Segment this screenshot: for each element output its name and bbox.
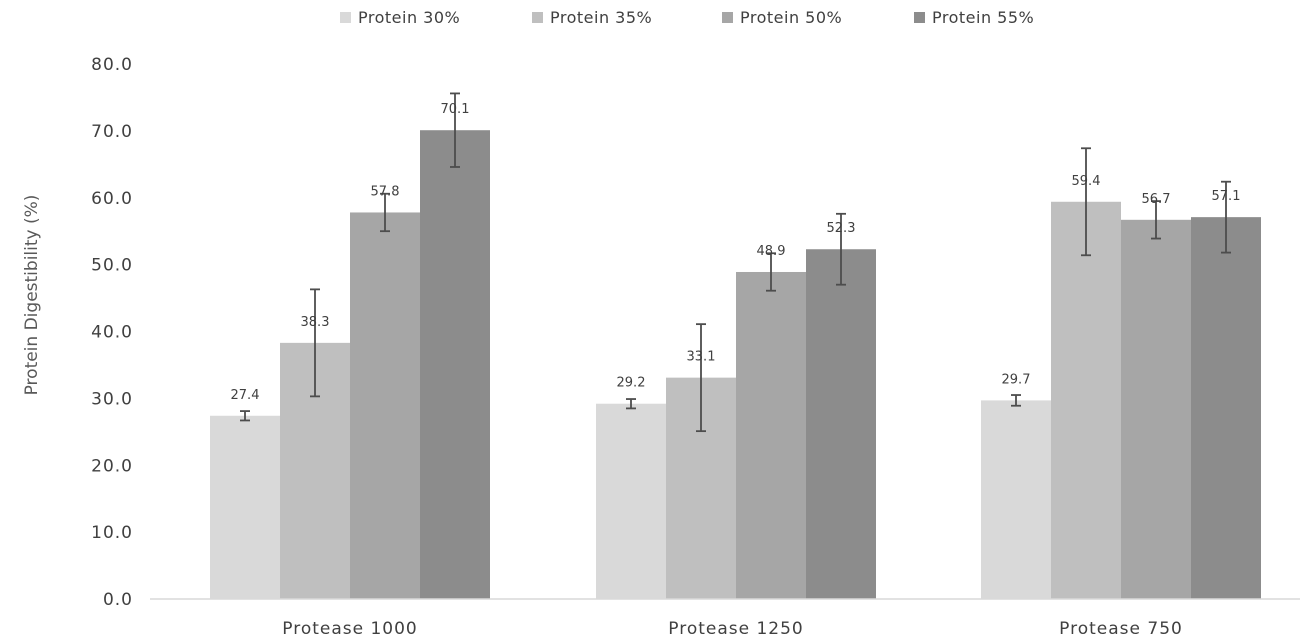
bar xyxy=(350,212,420,599)
y-tick-label: 20.0 xyxy=(91,456,133,476)
data-label: 48.9 xyxy=(757,244,786,259)
y-axis: 0.0 10.0 20.0 30.0 40.0 50.0 60.0 70.0 80.0 xyxy=(91,55,133,610)
legend-swatch xyxy=(532,12,543,23)
legend-swatch xyxy=(722,12,733,23)
bar xyxy=(210,415,280,599)
legend-swatch xyxy=(340,12,351,23)
bar xyxy=(420,130,490,600)
data-label: 57.1 xyxy=(1212,189,1241,204)
bar-series: 27.4 38.3 57.8 70.1 29.2 33.1 48.9 52.3 29.7 59.4… xyxy=(210,92,1261,600)
bar xyxy=(981,400,1051,599)
y-tick-label: 10.0 xyxy=(91,523,133,543)
y-tick-label: 40.0 xyxy=(91,323,133,343)
bar xyxy=(736,271,806,599)
bar xyxy=(1121,219,1191,599)
legend-swatch xyxy=(914,12,925,23)
y-tick-label: 0.0 xyxy=(103,590,133,610)
y-axis-title: Protein Digestibility (%) xyxy=(22,195,42,396)
x-tick-label: Protease 1250 xyxy=(668,619,804,639)
legend-label: Protein 30% xyxy=(358,8,460,27)
bar xyxy=(596,403,666,599)
y-tick-label: 50.0 xyxy=(91,256,133,276)
x-tick-label: Protease 1000 xyxy=(282,619,418,639)
legend-label: Protein 55% xyxy=(932,8,1034,27)
legend-label: Protein 50% xyxy=(740,8,842,27)
data-label: 27.4 xyxy=(231,388,260,403)
data-label: 59.4 xyxy=(1072,174,1101,189)
bar xyxy=(806,249,876,599)
data-label: 33.1 xyxy=(687,350,716,365)
bar xyxy=(1191,217,1261,600)
y-tick-label: 80.0 xyxy=(91,55,133,75)
y-tick-label: 70.0 xyxy=(91,122,133,142)
y-tick-label: 60.0 xyxy=(91,189,133,209)
data-label: 70.1 xyxy=(441,102,470,117)
data-label: 29.7 xyxy=(1002,372,1031,387)
data-label: 29.2 xyxy=(617,376,646,391)
y-tick-label: 30.0 xyxy=(91,389,133,409)
x-tick-label: Protease 750 xyxy=(1059,619,1183,639)
x-axis: Protease 1000 Protease 1250 Protease 750 xyxy=(150,598,1300,639)
bar xyxy=(1051,201,1121,599)
data-label: 57.8 xyxy=(371,184,400,199)
data-label: 52.3 xyxy=(827,221,856,236)
data-label: 56.7 xyxy=(1142,192,1171,207)
legend-label: Protein 35% xyxy=(550,8,652,27)
data-label: 38.3 xyxy=(301,315,330,330)
legend: Protein 30% Protein 35% Protein 50% Protein… xyxy=(340,8,1034,27)
